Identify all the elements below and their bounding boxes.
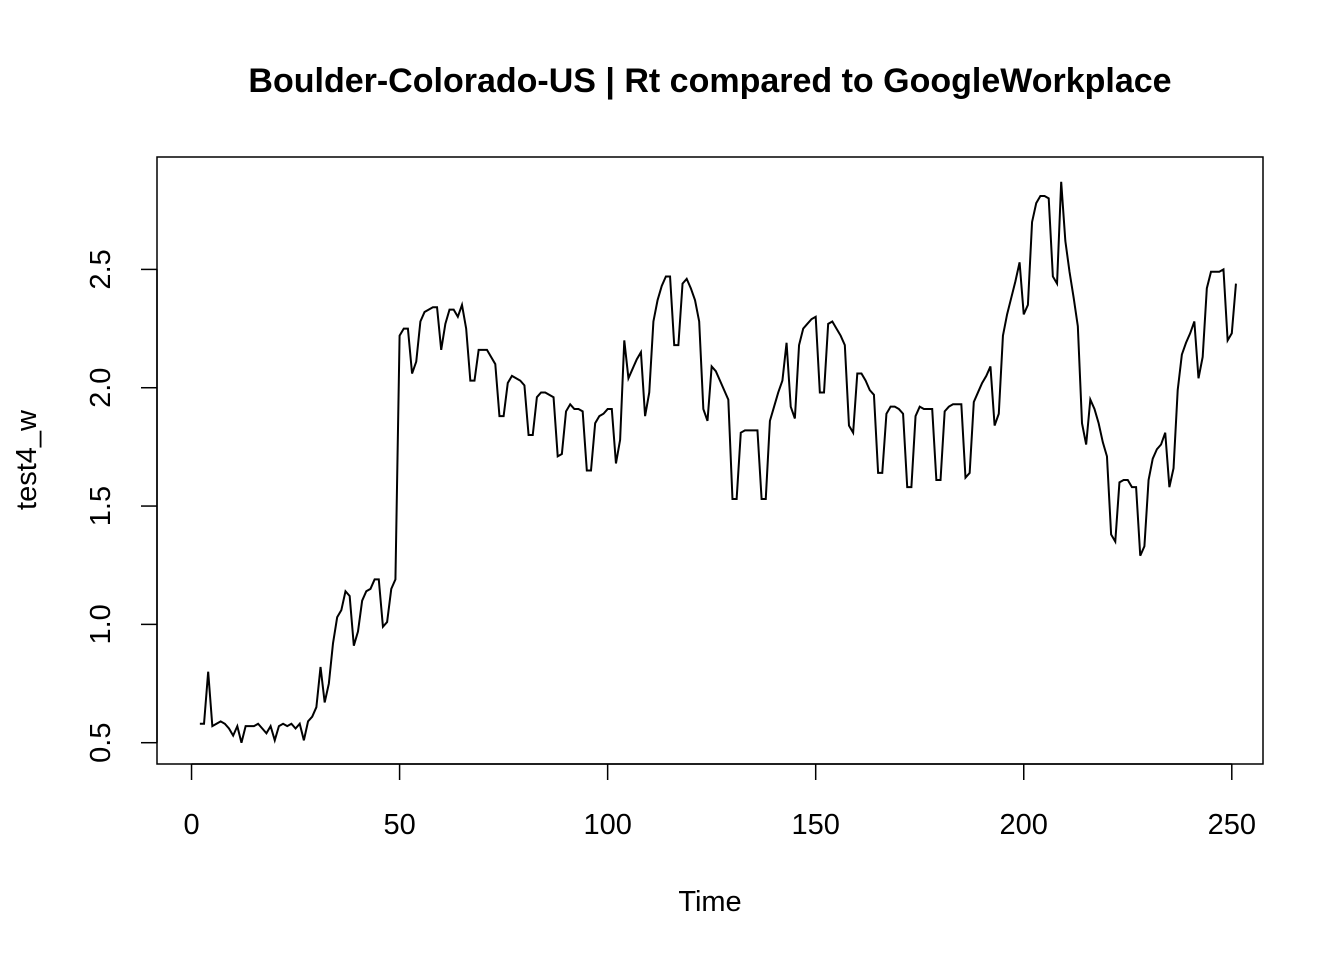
- y-axis: 0.5 1.0 1.5 2.0 2.5: [85, 249, 158, 763]
- y-tick-label: 2.5: [85, 249, 117, 289]
- series-layer: [199, 181, 1237, 744]
- x-tick-label: 200: [1000, 809, 1048, 841]
- y-tick-label: 0.5: [85, 723, 117, 763]
- x-tick-label: 150: [791, 809, 839, 841]
- chart-title: Boulder-Colorado-US | Rt compared to Goo…: [248, 62, 1171, 100]
- y-tick-label: 1.5: [85, 486, 117, 526]
- series-line: [199, 181, 1237, 744]
- y-tick-label: 1.0: [85, 604, 117, 644]
- x-tick-label: 250: [1208, 809, 1256, 841]
- x-axis: 0 50 100 150 200 250: [183, 763, 1256, 841]
- x-axis-label: Time: [678, 886, 741, 918]
- x-tick-label: 100: [583, 809, 631, 841]
- x-tick-label: 0: [183, 809, 199, 841]
- y-tick-label: 2.0: [85, 368, 117, 408]
- x-tick-label: 50: [383, 809, 415, 841]
- y-axis-label: test4_w: [11, 409, 43, 510]
